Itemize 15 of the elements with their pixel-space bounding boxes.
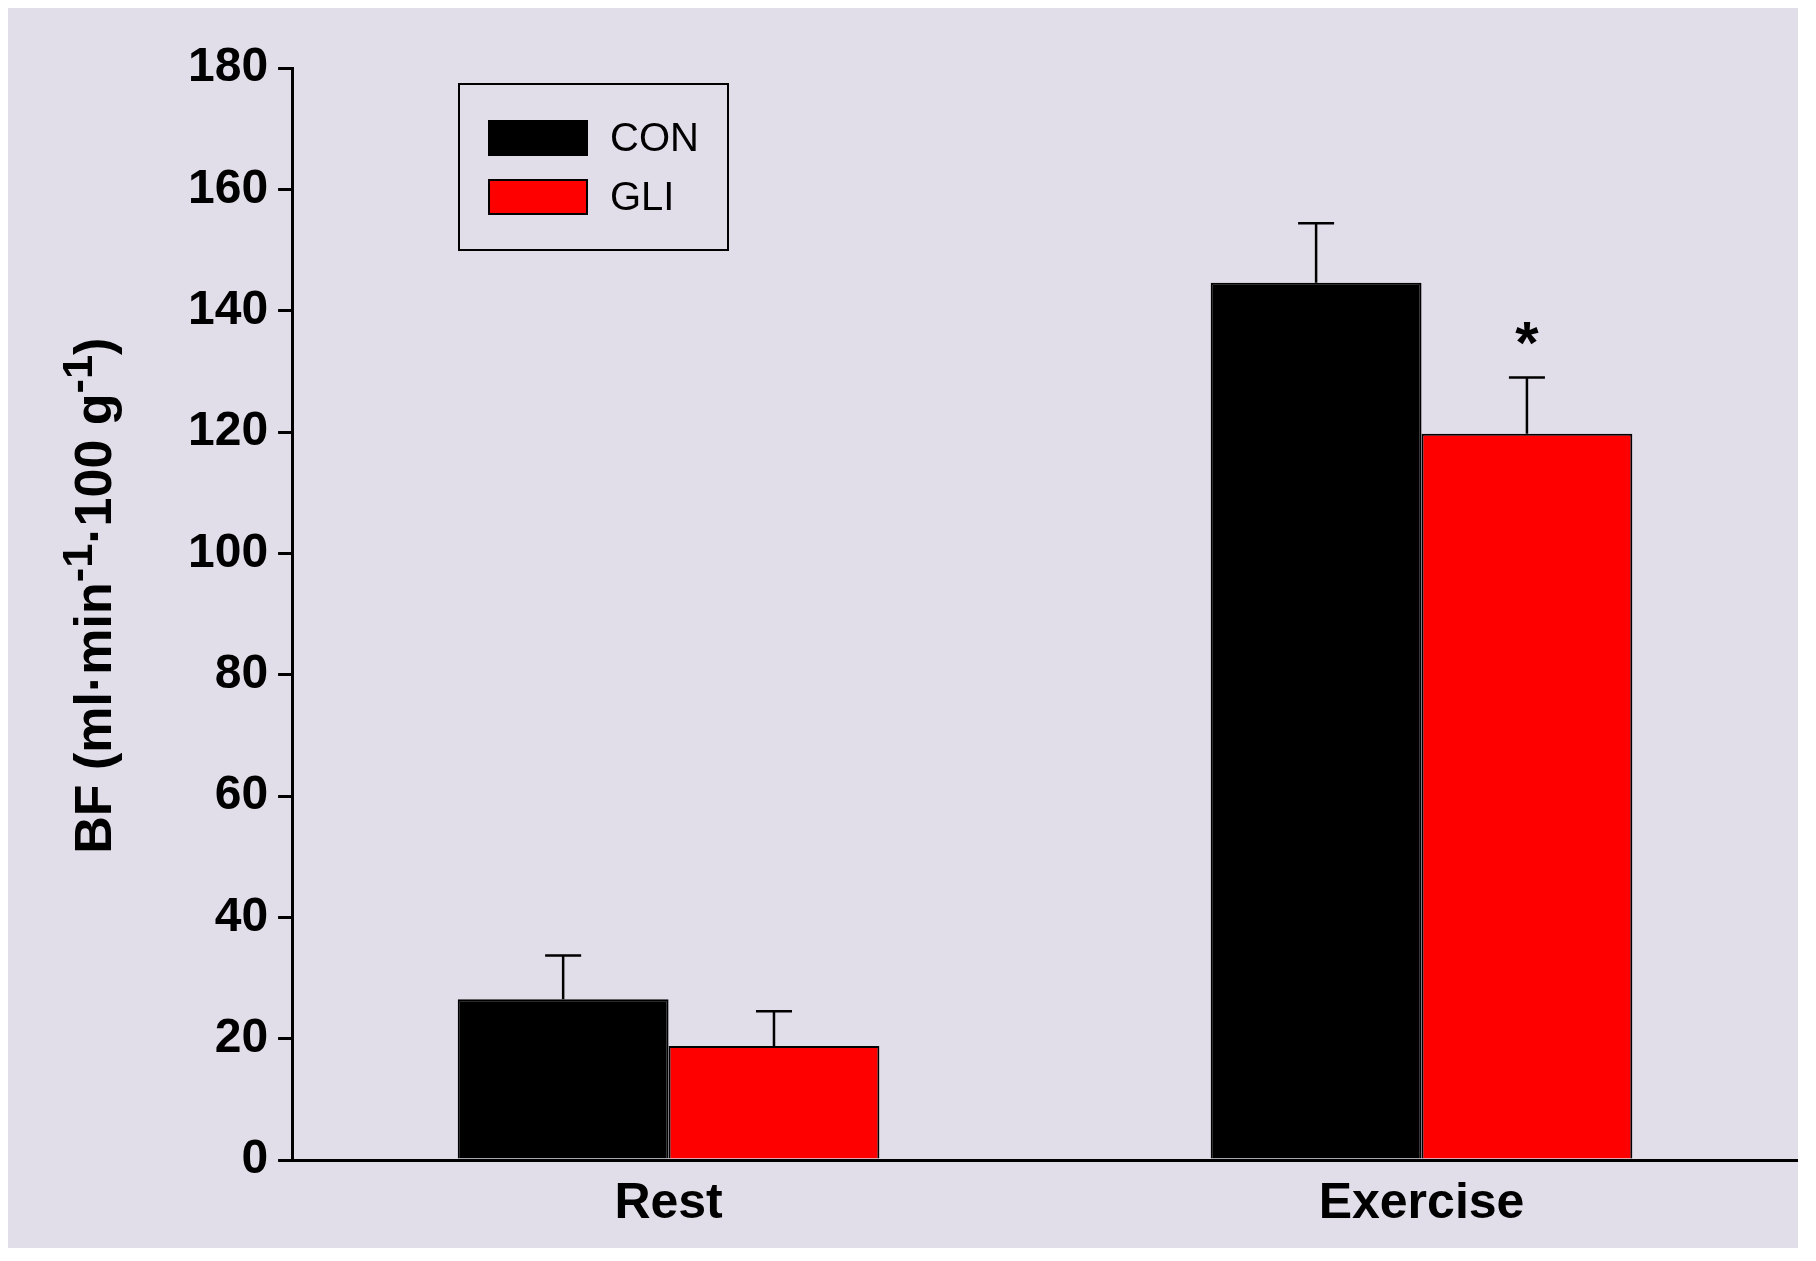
x-tick-label: Rest	[614, 1172, 724, 1229]
y-tick-label: 20	[214, 1008, 269, 1062]
y-tick-label: 40	[214, 887, 269, 941]
x-tick-label: Exercise	[1318, 1172, 1525, 1229]
y-tick-label: 180	[187, 38, 269, 92]
y-tick-label: 120	[187, 402, 269, 456]
y-tick-label: 100	[187, 523, 269, 577]
y-tick-label: 140	[187, 280, 269, 334]
annotation: *	[1515, 309, 1540, 377]
legend-label: GLI	[610, 174, 675, 219]
y-tick-label: 0	[241, 1130, 269, 1184]
y-tick-label: 80	[214, 644, 269, 698]
legend-label: CON	[610, 115, 699, 160]
y-tick-label: 160	[187, 159, 269, 213]
y-tick-label: 60	[214, 766, 269, 820]
